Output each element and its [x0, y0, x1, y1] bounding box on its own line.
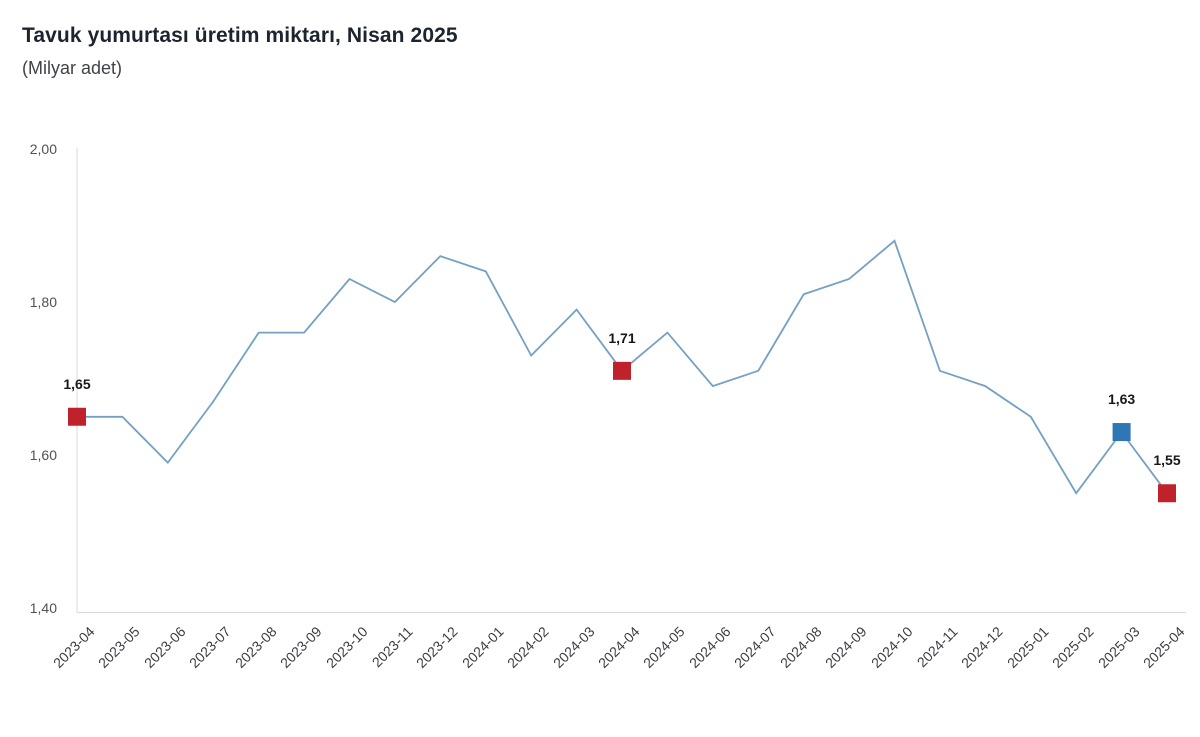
- point-value-label: 1,55: [1153, 452, 1181, 469]
- marker-square: [1158, 484, 1176, 503]
- point-value-label: 1,63: [1107, 391, 1136, 408]
- y-tick-label: 2,00: [29, 141, 57, 157]
- chart-title: Tavuk yumurtası üretim miktarı, Nisan 20…: [22, 24, 458, 47]
- marker-square: [613, 361, 631, 380]
- y-tick-label: 1,80: [29, 294, 57, 310]
- marker-square: [68, 407, 86, 426]
- point-value-label: 1,65: [63, 375, 91, 392]
- y-tick-label: 1,40: [29, 600, 57, 616]
- y-tick-label: 1,60: [29, 447, 57, 463]
- marker-square: [1112, 423, 1131, 442]
- point-value-label: 1,71: [608, 329, 636, 346]
- chart-subtitle: (Milyar adet): [22, 58, 123, 78]
